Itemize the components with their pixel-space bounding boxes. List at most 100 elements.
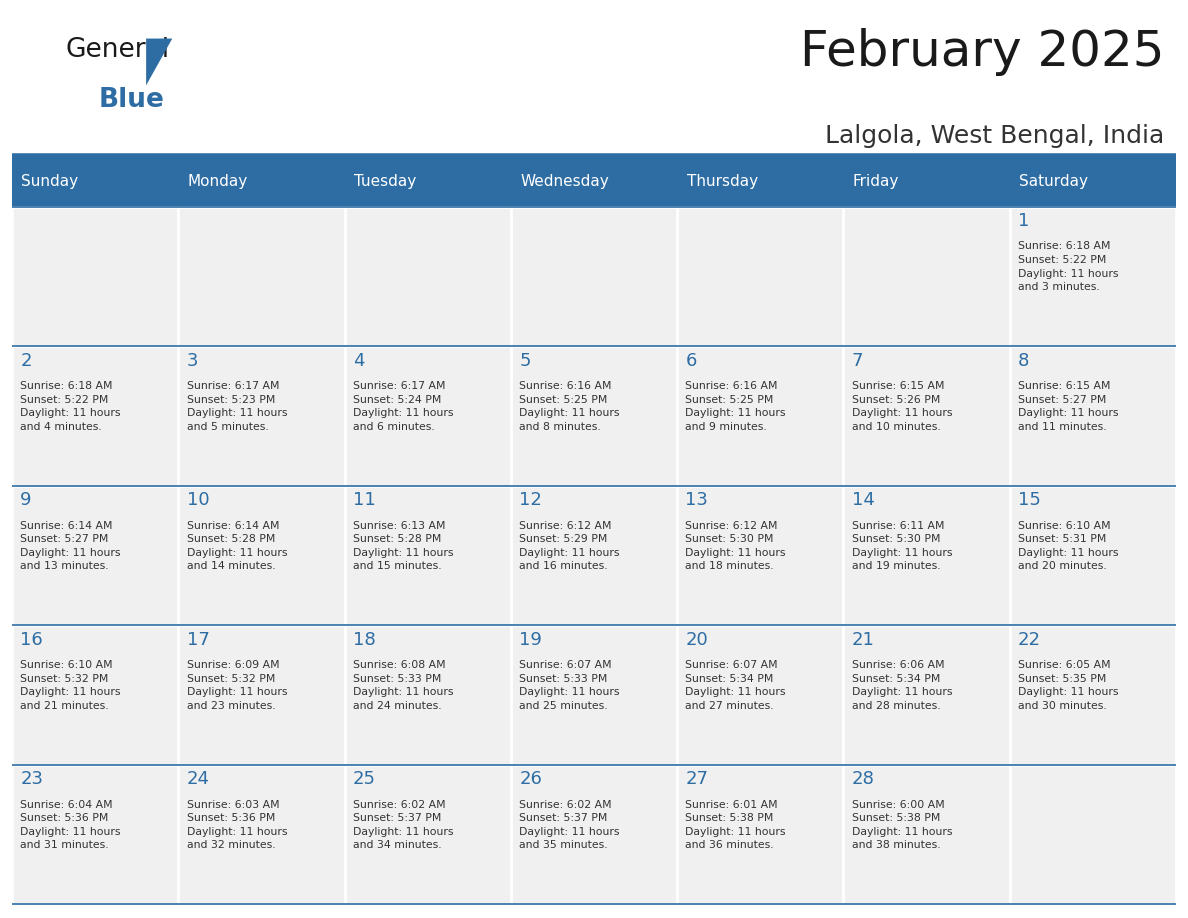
Bar [677, 156, 843, 207]
Text: Sunrise: 6:16 AM
Sunset: 5:25 PM
Daylight: 11 hours
and 8 minutes.: Sunrise: 6:16 AM Sunset: 5:25 PM Dayligh… [519, 381, 620, 431]
Text: 1: 1 [1018, 212, 1030, 230]
Text: 24: 24 [187, 770, 209, 789]
Text: Friday: Friday [853, 174, 899, 189]
Text: Tuesday: Tuesday [354, 174, 416, 189]
Text: 28: 28 [852, 770, 874, 789]
Bar [511, 765, 677, 904]
Text: Sunrise: 6:18 AM
Sunset: 5:22 PM
Daylight: 11 hours
and 3 minutes.: Sunrise: 6:18 AM Sunset: 5:22 PM Dayligh… [1018, 241, 1119, 292]
Bar [843, 346, 1010, 486]
Text: 11: 11 [353, 491, 375, 509]
Bar [843, 625, 1010, 765]
Text: 4: 4 [353, 352, 365, 370]
Text: Sunrise: 6:10 AM
Sunset: 5:32 PM
Daylight: 11 hours
and 21 minutes.: Sunrise: 6:10 AM Sunset: 5:32 PM Dayligh… [20, 660, 121, 711]
Text: Saturday: Saturday [1019, 174, 1088, 189]
Text: Sunrise: 6:14 AM
Sunset: 5:28 PM
Daylight: 11 hours
and 14 minutes.: Sunrise: 6:14 AM Sunset: 5:28 PM Dayligh… [187, 521, 287, 571]
Text: General: General [65, 37, 170, 62]
Text: 3: 3 [187, 352, 198, 370]
Text: Lalgola, West Bengal, India: Lalgola, West Bengal, India [824, 124, 1164, 148]
Bar [1010, 625, 1176, 765]
Bar [178, 156, 345, 207]
Text: Sunrise: 6:01 AM
Sunset: 5:38 PM
Daylight: 11 hours
and 36 minutes.: Sunrise: 6:01 AM Sunset: 5:38 PM Dayligh… [685, 800, 786, 850]
Text: 26: 26 [519, 770, 542, 789]
Bar [1010, 207, 1176, 346]
Bar [677, 625, 843, 765]
Polygon shape [146, 39, 172, 85]
Text: 15: 15 [1018, 491, 1041, 509]
Bar [677, 346, 843, 486]
Bar [345, 765, 511, 904]
Text: Sunrise: 6:15 AM
Sunset: 5:27 PM
Daylight: 11 hours
and 11 minutes.: Sunrise: 6:15 AM Sunset: 5:27 PM Dayligh… [1018, 381, 1119, 431]
Text: Sunrise: 6:12 AM
Sunset: 5:29 PM
Daylight: 11 hours
and 16 minutes.: Sunrise: 6:12 AM Sunset: 5:29 PM Dayligh… [519, 521, 620, 571]
Bar [511, 346, 677, 486]
Text: 17: 17 [187, 631, 209, 649]
Text: Sunday: Sunday [21, 174, 78, 189]
Text: 25: 25 [353, 770, 375, 789]
Bar [1010, 156, 1176, 207]
Bar [178, 346, 345, 486]
Bar [1010, 346, 1176, 486]
Text: 9: 9 [20, 491, 32, 509]
Text: 27: 27 [685, 770, 708, 789]
Text: 13: 13 [685, 491, 708, 509]
Text: 12: 12 [519, 491, 542, 509]
Bar [345, 625, 511, 765]
Bar [345, 156, 511, 207]
Bar [843, 207, 1010, 346]
Bar [677, 207, 843, 346]
Bar [843, 765, 1010, 904]
Text: Sunrise: 6:13 AM
Sunset: 5:28 PM
Daylight: 11 hours
and 15 minutes.: Sunrise: 6:13 AM Sunset: 5:28 PM Dayligh… [353, 521, 454, 571]
Text: Sunrise: 6:18 AM
Sunset: 5:22 PM
Daylight: 11 hours
and 4 minutes.: Sunrise: 6:18 AM Sunset: 5:22 PM Dayligh… [20, 381, 121, 431]
Bar [178, 625, 345, 765]
Text: 7: 7 [852, 352, 864, 370]
Text: 6: 6 [685, 352, 697, 370]
Text: 23: 23 [20, 770, 43, 789]
Text: 20: 20 [685, 631, 708, 649]
Bar [178, 486, 345, 625]
Bar [345, 346, 511, 486]
Text: 19: 19 [519, 631, 542, 649]
Text: Sunrise: 6:04 AM
Sunset: 5:36 PM
Daylight: 11 hours
and 31 minutes.: Sunrise: 6:04 AM Sunset: 5:36 PM Dayligh… [20, 800, 121, 850]
Bar [511, 156, 677, 207]
Text: Sunrise: 6:09 AM
Sunset: 5:32 PM
Daylight: 11 hours
and 23 minutes.: Sunrise: 6:09 AM Sunset: 5:32 PM Dayligh… [187, 660, 287, 711]
Bar [843, 486, 1010, 625]
Bar [12, 486, 178, 625]
Bar [677, 486, 843, 625]
Text: Sunrise: 6:17 AM
Sunset: 5:24 PM
Daylight: 11 hours
and 6 minutes.: Sunrise: 6:17 AM Sunset: 5:24 PM Dayligh… [353, 381, 454, 431]
Text: Sunrise: 6:07 AM
Sunset: 5:33 PM
Daylight: 11 hours
and 25 minutes.: Sunrise: 6:07 AM Sunset: 5:33 PM Dayligh… [519, 660, 620, 711]
Text: Sunrise: 6:03 AM
Sunset: 5:36 PM
Daylight: 11 hours
and 32 minutes.: Sunrise: 6:03 AM Sunset: 5:36 PM Dayligh… [187, 800, 287, 850]
Bar [12, 346, 178, 486]
Text: 18: 18 [353, 631, 375, 649]
Text: Sunrise: 6:16 AM
Sunset: 5:25 PM
Daylight: 11 hours
and 9 minutes.: Sunrise: 6:16 AM Sunset: 5:25 PM Dayligh… [685, 381, 786, 431]
Bar [511, 625, 677, 765]
Bar [12, 625, 178, 765]
Bar [178, 765, 345, 904]
Bar [843, 156, 1010, 207]
Text: Blue: Blue [99, 87, 164, 113]
Text: 10: 10 [187, 491, 209, 509]
Text: 14: 14 [852, 491, 874, 509]
Bar [178, 207, 345, 346]
Bar [511, 207, 677, 346]
Text: 8: 8 [1018, 352, 1030, 370]
Text: February 2025: February 2025 [800, 28, 1164, 75]
Text: Sunrise: 6:06 AM
Sunset: 5:34 PM
Daylight: 11 hours
and 28 minutes.: Sunrise: 6:06 AM Sunset: 5:34 PM Dayligh… [852, 660, 953, 711]
Bar [1010, 765, 1176, 904]
Bar [12, 207, 178, 346]
Text: 5: 5 [519, 352, 531, 370]
Text: 21: 21 [852, 631, 874, 649]
Bar [12, 156, 178, 207]
Text: Sunrise: 6:15 AM
Sunset: 5:26 PM
Daylight: 11 hours
and 10 minutes.: Sunrise: 6:15 AM Sunset: 5:26 PM Dayligh… [852, 381, 953, 431]
Text: 16: 16 [20, 631, 43, 649]
Text: 22: 22 [1018, 631, 1041, 649]
Text: Sunrise: 6:00 AM
Sunset: 5:38 PM
Daylight: 11 hours
and 38 minutes.: Sunrise: 6:00 AM Sunset: 5:38 PM Dayligh… [852, 800, 953, 850]
Text: Sunrise: 6:02 AM
Sunset: 5:37 PM
Daylight: 11 hours
and 34 minutes.: Sunrise: 6:02 AM Sunset: 5:37 PM Dayligh… [353, 800, 454, 850]
Bar [511, 486, 677, 625]
Text: Thursday: Thursday [687, 174, 758, 189]
Bar [345, 486, 511, 625]
Text: Sunrise: 6:05 AM
Sunset: 5:35 PM
Daylight: 11 hours
and 30 minutes.: Sunrise: 6:05 AM Sunset: 5:35 PM Dayligh… [1018, 660, 1119, 711]
Text: Sunrise: 6:12 AM
Sunset: 5:30 PM
Daylight: 11 hours
and 18 minutes.: Sunrise: 6:12 AM Sunset: 5:30 PM Dayligh… [685, 521, 786, 571]
Text: Sunrise: 6:08 AM
Sunset: 5:33 PM
Daylight: 11 hours
and 24 minutes.: Sunrise: 6:08 AM Sunset: 5:33 PM Dayligh… [353, 660, 454, 711]
Text: Sunrise: 6:02 AM
Sunset: 5:37 PM
Daylight: 11 hours
and 35 minutes.: Sunrise: 6:02 AM Sunset: 5:37 PM Dayligh… [519, 800, 620, 850]
Bar [1010, 486, 1176, 625]
Text: Sunrise: 6:17 AM
Sunset: 5:23 PM
Daylight: 11 hours
and 5 minutes.: Sunrise: 6:17 AM Sunset: 5:23 PM Dayligh… [187, 381, 287, 431]
